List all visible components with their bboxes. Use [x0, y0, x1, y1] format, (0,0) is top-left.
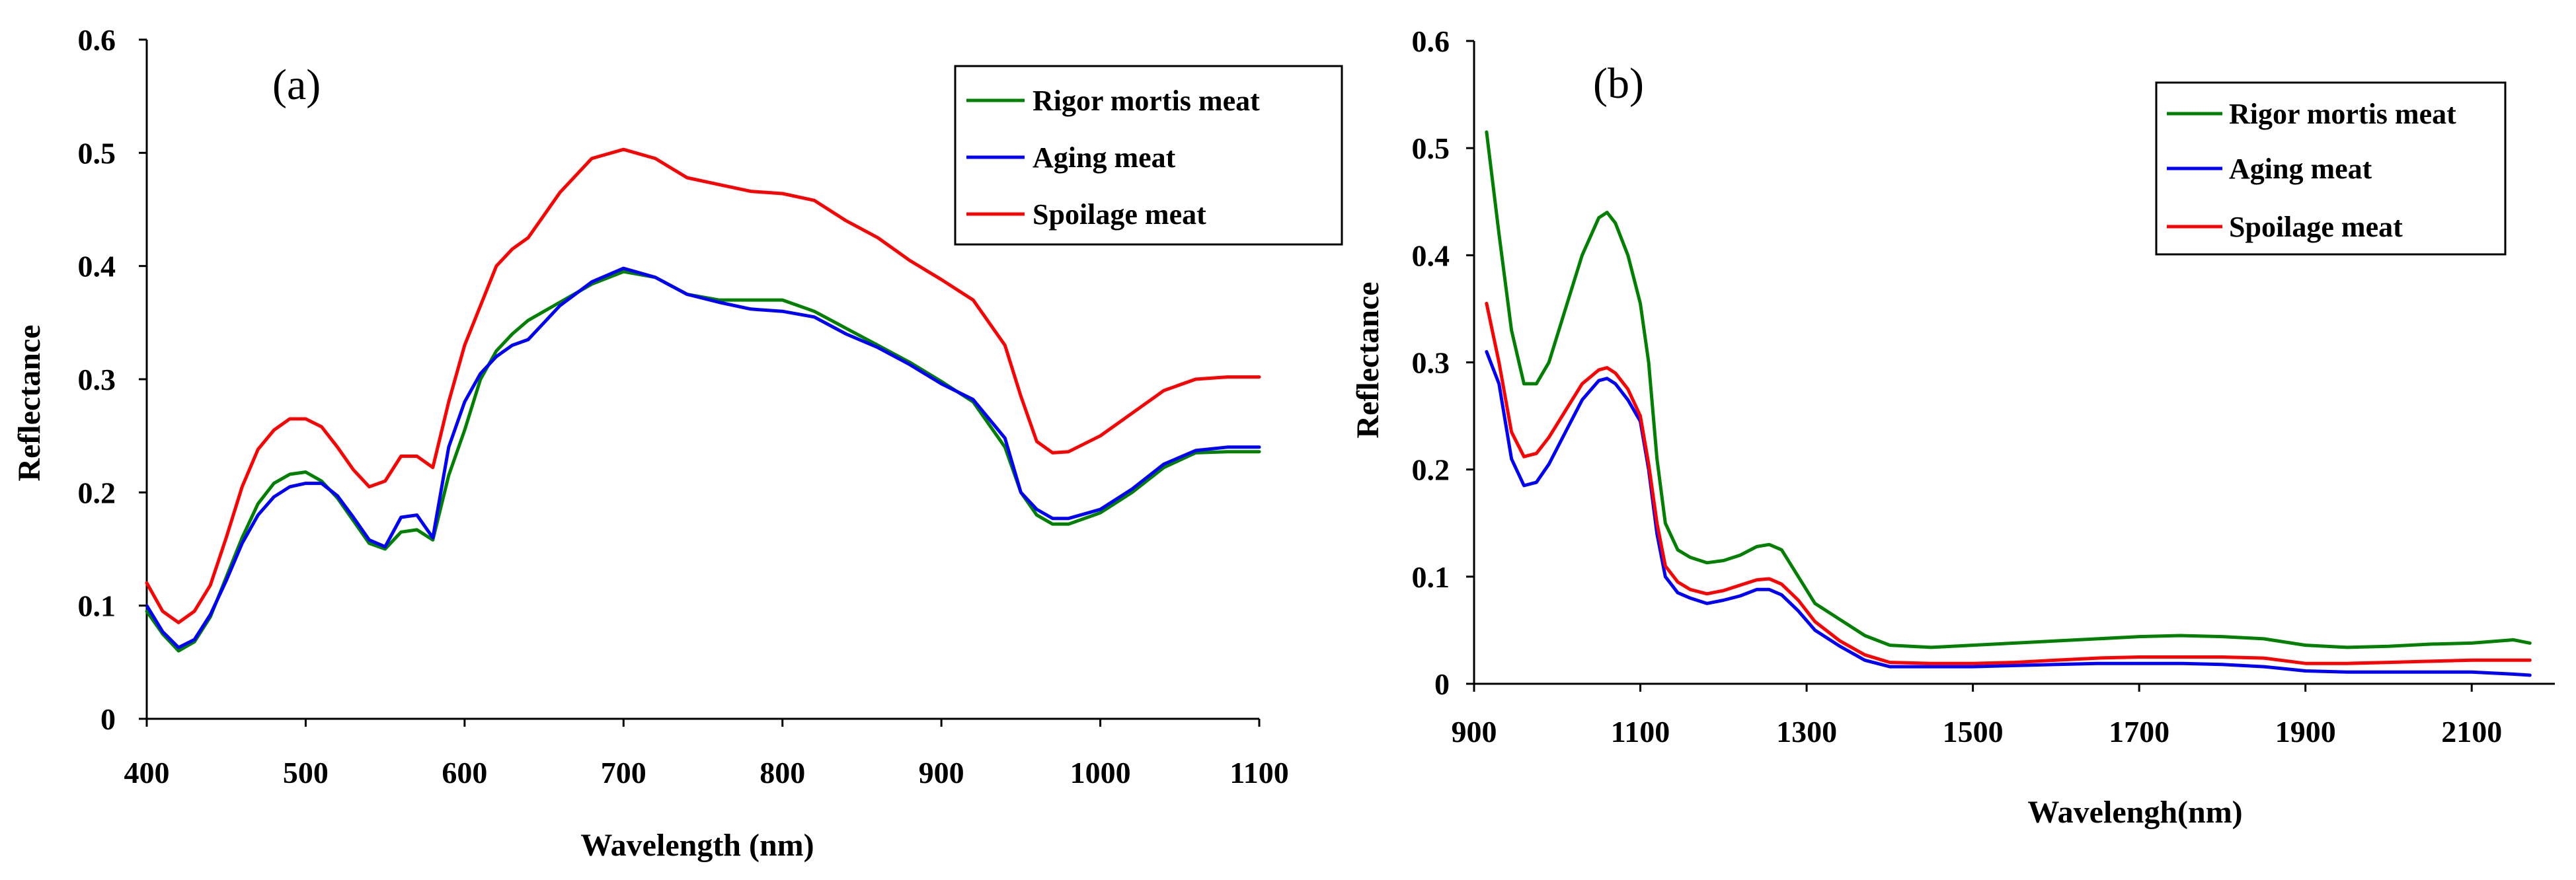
chart-a-x-tick-label: 800 — [760, 756, 805, 789]
chart-a-x-tick-label: 1000 — [1070, 756, 1131, 789]
chart-b-x-tick-label: 1300 — [1776, 715, 1837, 749]
chart-b-x-tick-label: 2100 — [2441, 715, 2502, 749]
chart-a-y-tick-label: 0.5 — [78, 136, 116, 170]
chart-a-y-tick-label: 0.2 — [78, 476, 116, 509]
chart-b-legend-label-spoilage: Spoilage meat — [2229, 211, 2403, 243]
chart-a: 0 0.1 0.2 0.3 0.4 0.5 0.6 400 500 600 700 800 900 100… — [12, 23, 1343, 863]
chart-a-series-spoilage — [145, 147, 1261, 624]
chart-a-y-tick-label: 0.1 — [78, 589, 116, 623]
chart-a-x-tick-label: 600 — [442, 756, 487, 789]
chart-b-x-tick-label: 1100 — [1611, 715, 1670, 749]
chart-b-series-aging — [1485, 349, 2532, 677]
chart-b-legend-label-rigor: Rigor mortis meat — [2229, 98, 2456, 130]
chart-b-series-layer — [1485, 130, 2532, 677]
chart-b-x-tick-label: 900 — [1452, 715, 1497, 749]
chart-b-y-tick-label: 0.6 — [1412, 24, 1450, 58]
chart-a-legend: Rigor mortis meat Aging meat Spoilage me… — [954, 65, 1343, 246]
chart-b-y-tick-label: 0.3 — [1412, 346, 1450, 380]
chart-b-series-spoilage — [1485, 301, 2532, 665]
chart-a-x-tick-label: 1100 — [1229, 756, 1288, 789]
chart-a-x-tick-label: 900 — [919, 756, 964, 789]
chart-a-series-aging — [145, 266, 1261, 649]
chart-b-ticks: 0 0.1 0.2 0.3 0.4 0.5 0.6 900 1100 1300 1500 1700 19… — [1412, 24, 2503, 749]
chart-a-x-tick-label: 500 — [283, 756, 329, 789]
chart-a-y-tick-label: 0 — [100, 702, 116, 736]
chart-a-legend-label-spoilage: Spoilage meat — [1033, 198, 1206, 231]
chart-a-panel-label: (a) — [272, 61, 321, 109]
chart-b-y-tick-label: 0.1 — [1412, 560, 1450, 594]
chart-b-y-tick-label: 0 — [1434, 667, 1450, 701]
chart-a-legend-label-aging: Aging meat — [1033, 141, 1176, 174]
chart-a-legend-label-rigor: Rigor mortis meat — [1033, 85, 1260, 117]
chart-b-y-tick-label: 0.2 — [1412, 453, 1450, 487]
chart-a-y-tick-label: 0.4 — [78, 250, 116, 283]
chart-a-series-layer — [145, 147, 1261, 653]
chart-a-y-axis-label: Reflectance — [12, 324, 47, 481]
chart-b-y-axis-label: Reflectance — [1350, 281, 1386, 438]
chart-b-x-tick-label: 1900 — [2275, 715, 2336, 749]
chart-b: 0 0.1 0.2 0.3 0.4 0.5 0.6 900 1100 1300 1500 1700 19… — [1350, 24, 2555, 830]
chart-b-series-rigor — [1485, 130, 2532, 649]
chart-b-x-tick-label: 1500 — [1943, 715, 2004, 749]
chart-a-ticks: 0 0.1 0.2 0.3 0.4 0.5 0.6 400 500 600 700 800 900 100… — [78, 23, 1289, 789]
chart-b-x-tick-label: 1700 — [2109, 715, 2169, 749]
chart-b-legend-label-aging: Aging meat — [2229, 153, 2372, 185]
chart-a-series-rigor — [145, 270, 1261, 653]
chart-a-y-tick-label: 0.6 — [78, 23, 116, 57]
chart-b-x-axis-label: Wavelengh(nm) — [2027, 795, 2242, 830]
chart-b-legend: Rigor mortis meat Aging meat Spoilage me… — [2155, 81, 2507, 256]
chart-b-y-tick-label: 0.4 — [1412, 238, 1450, 272]
chart-b-panel-label: (b) — [1593, 59, 1644, 108]
chart-b-y-tick-label: 0.5 — [1412, 131, 1450, 165]
chart-a-y-tick-label: 0.3 — [78, 363, 116, 396]
chart-a-x-axis-label: Wavelength (nm) — [580, 828, 814, 863]
chart-a-x-tick-label: 700 — [601, 756, 646, 789]
chart-a-x-tick-label: 400 — [124, 756, 170, 789]
